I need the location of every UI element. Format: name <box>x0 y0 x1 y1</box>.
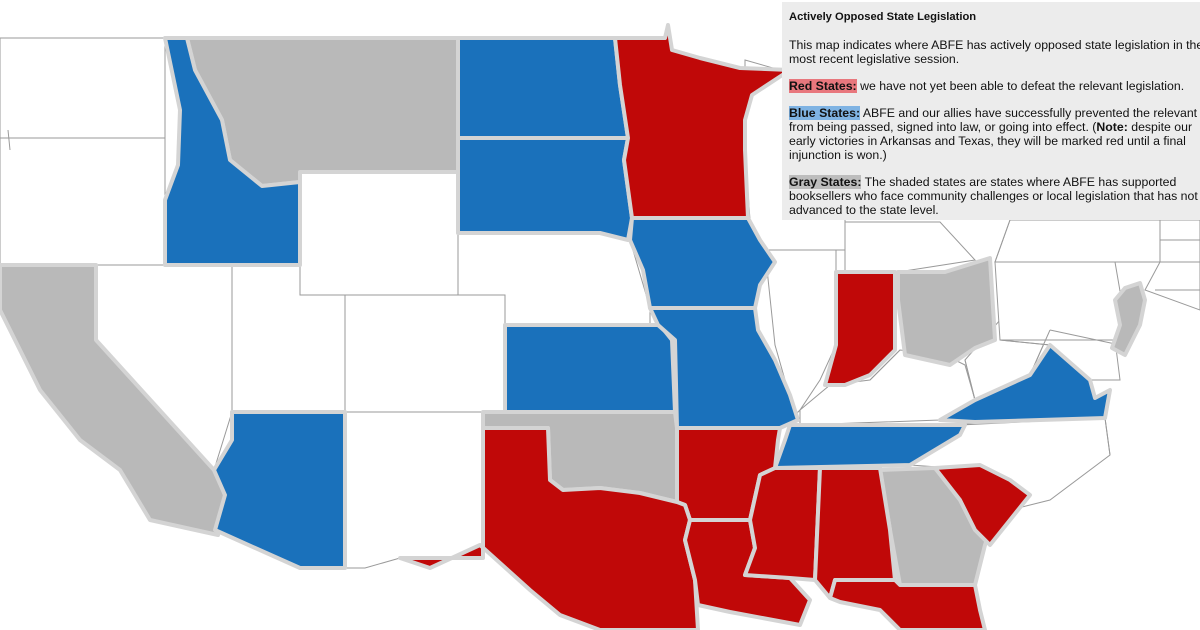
state-arizona[interactable] <box>212 410 347 570</box>
blue-note-text: despite our early victories in Arkansas … <box>789 120 1193 162</box>
state-mississippi[interactable] <box>743 466 822 582</box>
state-tennessee[interactable] <box>773 423 967 470</box>
state-north-dakota[interactable] <box>456 36 630 140</box>
note-label: Note: <box>1096 120 1128 134</box>
state-minnesota[interactable] <box>613 23 792 220</box>
legend-blue-entry: Blue States: ABFE and our allies have su… <box>789 106 1200 162</box>
state-florida[interactable] <box>828 578 987 630</box>
state-new-york[interactable] <box>994 219 1161 263</box>
legend-gray-entry: Gray States: The shaded states are state… <box>789 175 1200 217</box>
state-illinois[interactable] <box>764 249 837 416</box>
blue-states-label: Blue States: <box>789 106 861 120</box>
red-states-text: we have not yet been able to defeat the … <box>860 79 1185 93</box>
state-new-jersey[interactable] <box>1110 281 1147 357</box>
state-washington[interactable] <box>0 37 166 139</box>
legend-panel: Actively Opposed State Legislation This … <box>782 2 1200 220</box>
state-oregon[interactable] <box>0 137 166 266</box>
blue-states-text: ABFE and our allies have successfully pr… <box>789 106 1200 134</box>
state-colorado[interactable] <box>344 294 506 413</box>
gray-states-text: The shaded states are states where ABFE … <box>789 175 1198 217</box>
state-pennsylvania[interactable] <box>994 261 1126 341</box>
legend-intro: This map indicates where ABFE has active… <box>789 38 1200 66</box>
state-missouri[interactable] <box>648 306 800 430</box>
legend-red-entry: Red States: we have not yet been able to… <box>789 79 1200 93</box>
state-virginia[interactable] <box>938 343 1112 424</box>
state-wyoming[interactable] <box>299 171 459 296</box>
state-new-mexico[interactable] <box>344 411 484 569</box>
state-idaho[interactable] <box>163 36 302 267</box>
state-michigan[interactable] <box>844 221 977 273</box>
state-kansas[interactable] <box>503 323 677 414</box>
legend-title: Actively Opposed State Legislation <box>789 11 977 23</box>
state-california[interactable] <box>0 263 227 537</box>
state-south-dakota[interactable] <box>456 136 634 242</box>
state-south-carolina[interactable] <box>933 463 1032 547</box>
state-indiana[interactable] <box>823 270 897 387</box>
red-states-label: Red States: <box>789 79 857 93</box>
gray-states-label: Gray States: <box>789 175 862 189</box>
state-ohio[interactable] <box>896 256 997 367</box>
state-iowa[interactable] <box>628 216 777 310</box>
